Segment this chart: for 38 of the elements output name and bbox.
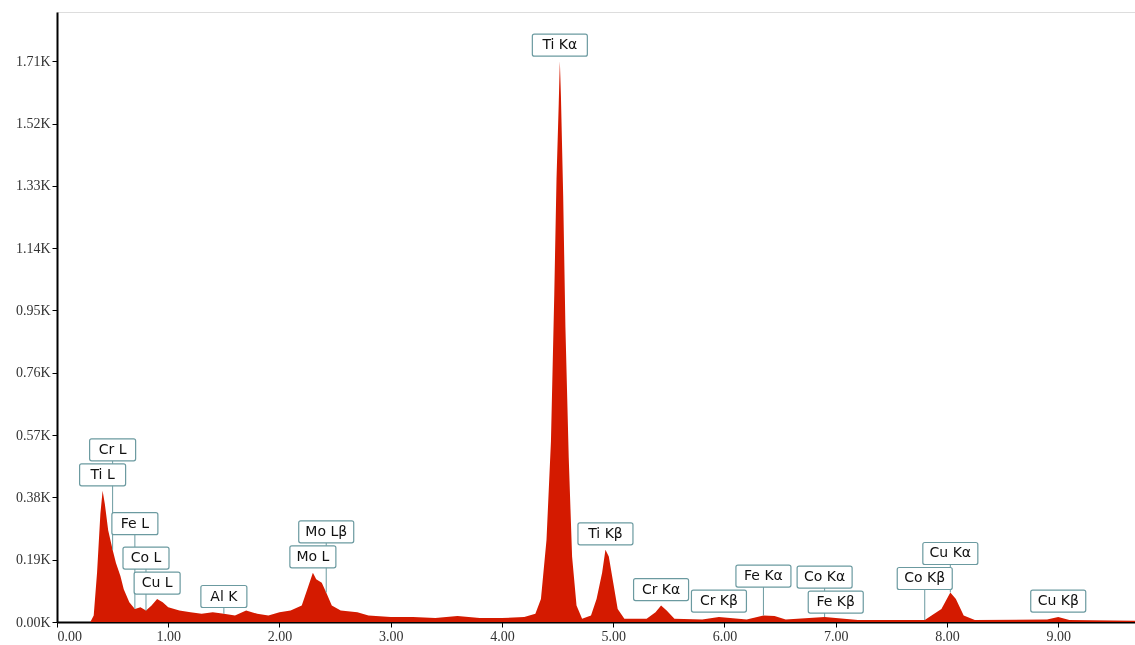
annotation: Ti Kα bbox=[541, 36, 578, 53]
annotation: Cr Kα bbox=[641, 580, 681, 597]
x-tick-label: 4.00 bbox=[490, 628, 515, 644]
x-tick-label: 7.00 bbox=[823, 628, 849, 644]
x-tick-label: 0.00 bbox=[57, 628, 82, 644]
y-tick-label: 0.76K bbox=[15, 365, 51, 381]
y-tick-label: 1.14K bbox=[15, 240, 51, 256]
y-tick-label: 0.19K bbox=[15, 552, 51, 568]
x-tick-label: 8.00 bbox=[935, 628, 960, 644]
x-tick-label: 3.00 bbox=[379, 628, 404, 644]
annotation: Co Kβ bbox=[904, 569, 946, 586]
y-tick-label: 0.00K bbox=[15, 614, 51, 630]
annotation: Al K bbox=[210, 587, 239, 604]
annotation: Ti L bbox=[89, 465, 115, 482]
y-tick-label: 1.71K bbox=[15, 53, 51, 69]
annotation: Mo Lβ bbox=[305, 522, 348, 539]
x-tick-label: 1.00 bbox=[156, 628, 181, 644]
annotation: Fe L bbox=[120, 514, 150, 531]
annotation: Co Kα bbox=[804, 568, 846, 585]
x-tick-label: 6.00 bbox=[712, 628, 738, 644]
x-tick-label: 2.00 bbox=[267, 628, 293, 644]
annotation: Mo L bbox=[296, 547, 330, 564]
y-tick-label: 0.57K bbox=[15, 427, 51, 443]
y-tick-label: 0.38K bbox=[15, 489, 51, 505]
y-tick-label: 0.95K bbox=[15, 302, 51, 318]
annotation: Co L bbox=[130, 549, 162, 566]
annotation: Cr Kβ bbox=[699, 592, 738, 609]
annotation: Cu Kα bbox=[929, 544, 972, 561]
y-tick-label: 1.52K bbox=[15, 116, 51, 132]
x-tick-label: 9.00 bbox=[1046, 628, 1071, 644]
annotation: Ti Kβ bbox=[587, 524, 623, 541]
x-tick-label: 5.00 bbox=[601, 628, 626, 644]
annotation: Fe Kα bbox=[744, 567, 783, 584]
y-tick-label: 1.33K bbox=[15, 178, 51, 194]
annotation: Fe Kβ bbox=[816, 593, 855, 610]
annotation: Cr L bbox=[98, 440, 127, 457]
annotation: Cu L bbox=[141, 574, 173, 591]
annotation: Cu Kβ bbox=[1037, 592, 1079, 609]
